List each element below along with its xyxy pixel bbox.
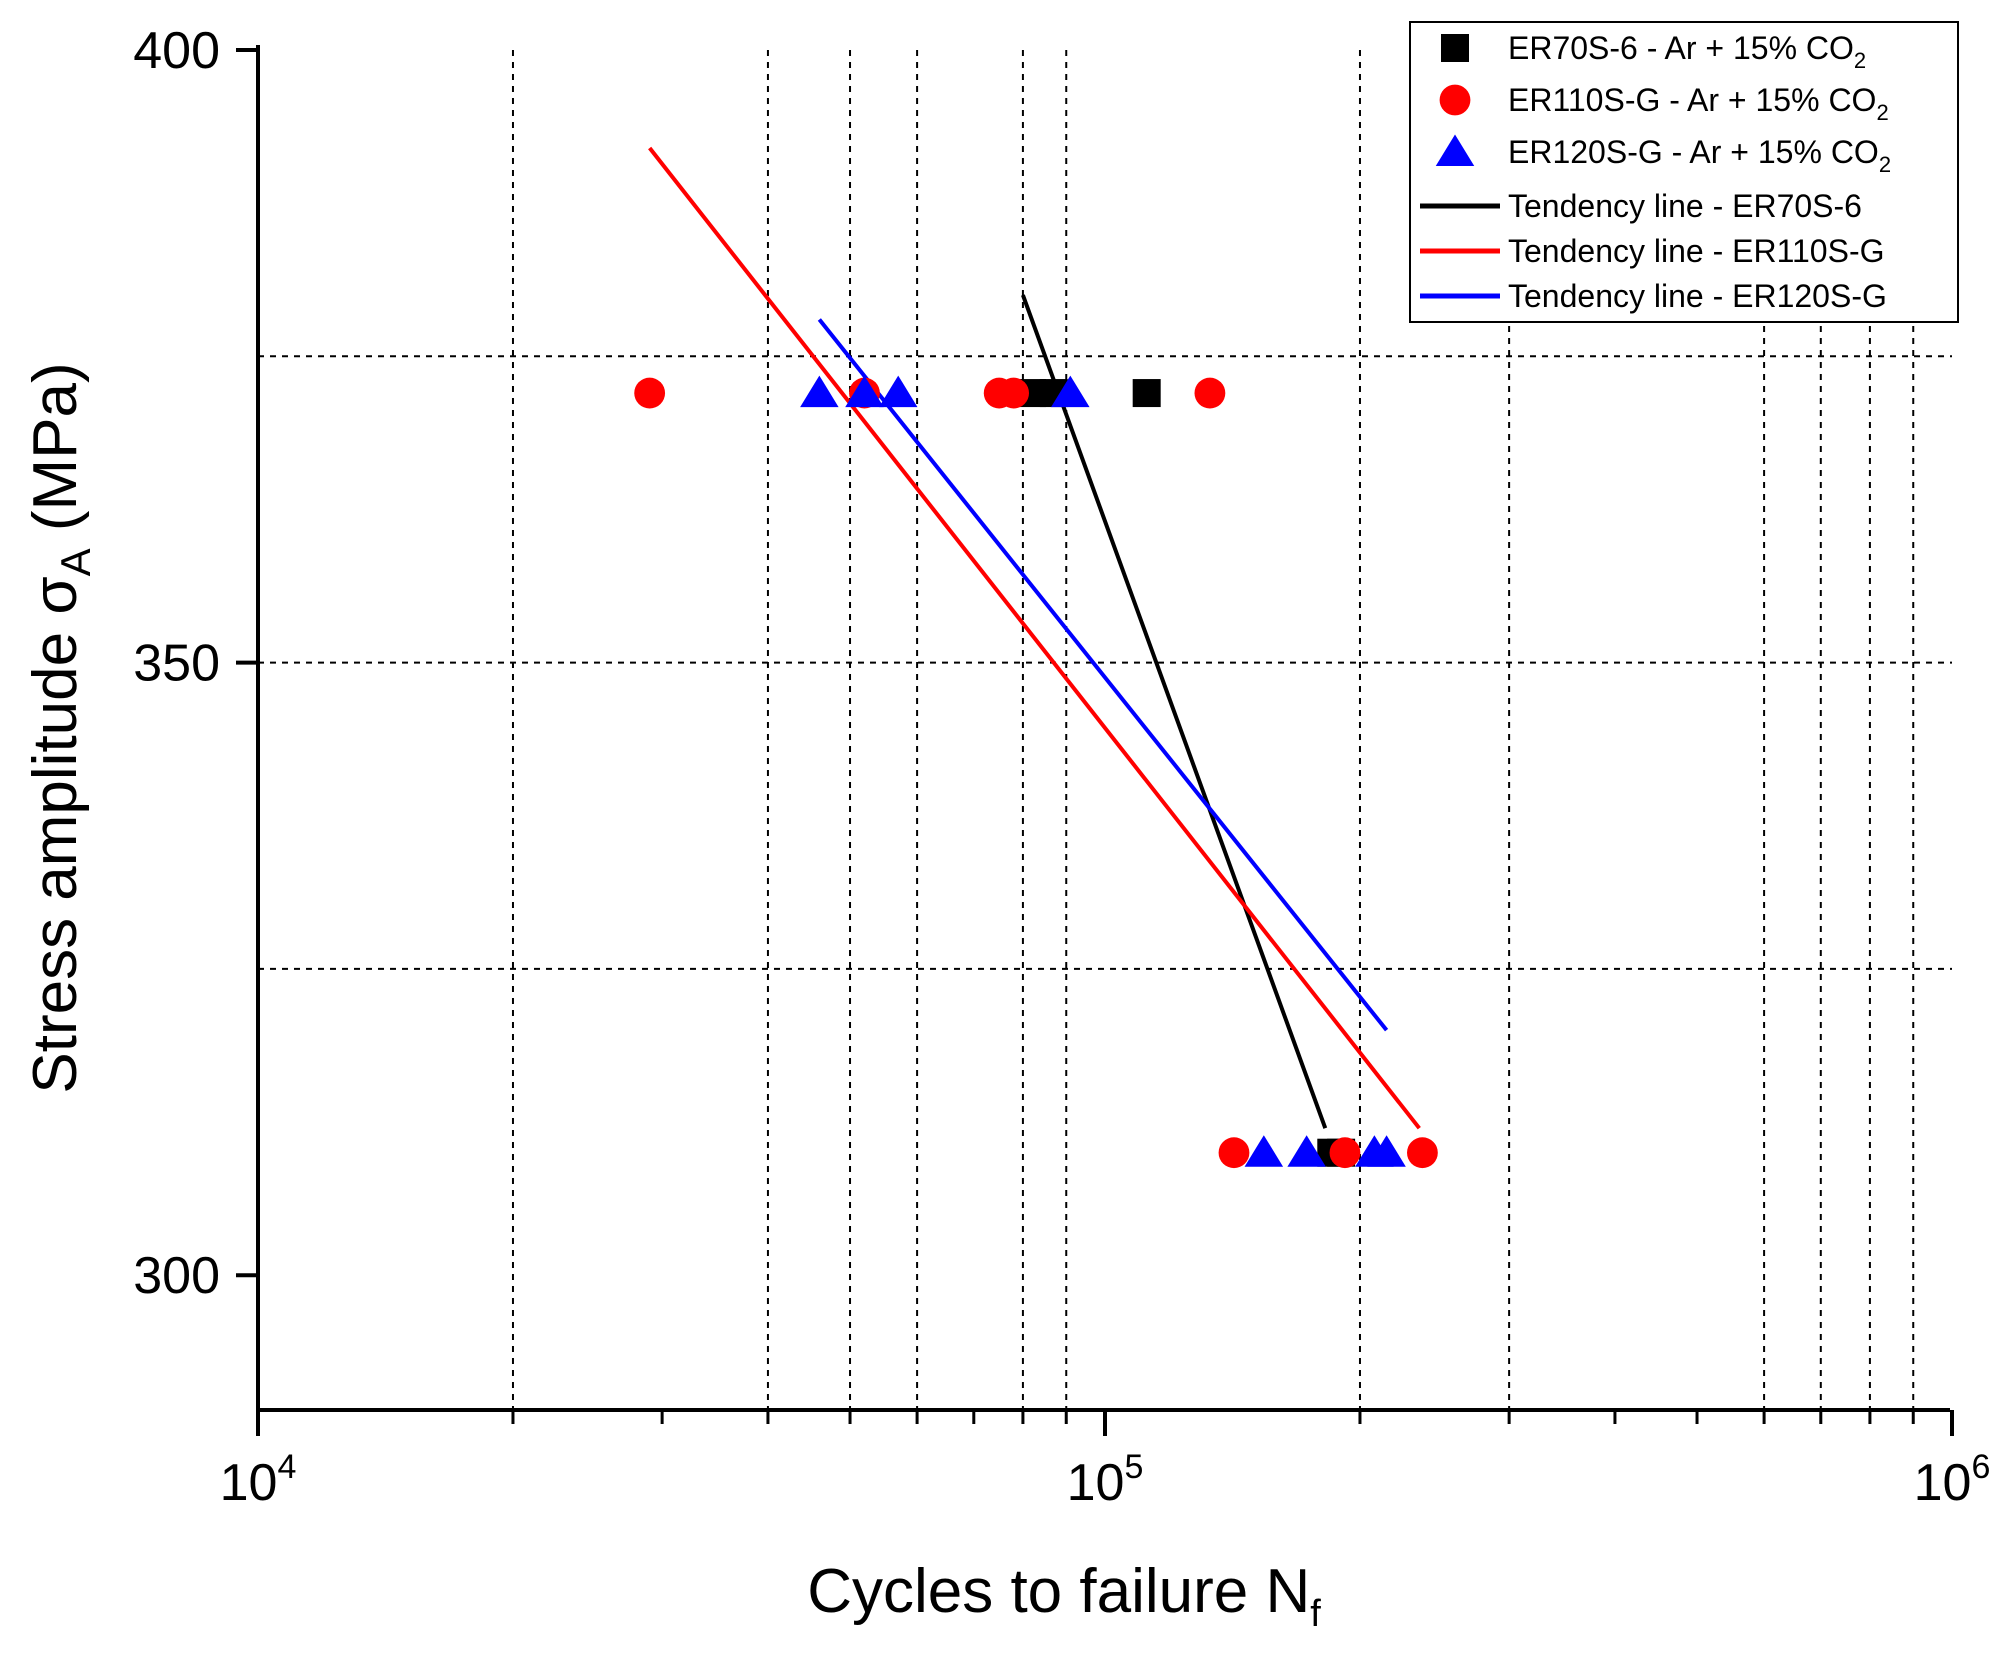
x-tick-label: 104 <box>220 1448 297 1512</box>
legend-label: Tendency line - ER70S-6 <box>1508 188 1862 224</box>
data-point <box>1407 1137 1438 1169</box>
data-point <box>1287 1135 1326 1167</box>
data-point <box>800 375 839 408</box>
trend-line <box>648 146 1421 1130</box>
legend: ER70S-6 - Ar + 15% CO2 ER110S-G - Ar + 15… <box>1409 21 1959 323</box>
legend-label: Tendency line - ER120S-G <box>1508 278 1887 314</box>
legend-label: ER70S-6 - Ar + 15% CO2 <box>1508 30 1866 73</box>
data-point <box>998 377 1030 409</box>
data-point <box>1132 379 1161 408</box>
data-point <box>1244 1135 1284 1167</box>
data-point <box>634 377 666 409</box>
legend-box <box>1409 21 1959 323</box>
legend-marker <box>1441 34 1469 62</box>
legend-label: Tendency line - ER110S-G <box>1508 233 1884 269</box>
trend-lines <box>648 146 1421 1130</box>
trend-line <box>1021 294 1328 1129</box>
x-tick-label: 106 <box>1914 1448 1991 1512</box>
trend-line <box>817 318 1389 1032</box>
y-tick-label: 400 <box>133 22 220 80</box>
data-point <box>1218 1137 1250 1169</box>
data-points <box>634 375 1438 1169</box>
data-point <box>1329 1137 1361 1169</box>
x-tick-label: 105 <box>1067 1448 1144 1512</box>
data-point <box>1367 1135 1406 1167</box>
data-point <box>1194 377 1226 409</box>
y-axis-title: Stress amplitude σA (MPa) <box>21 362 99 1093</box>
y-tick-label: 350 <box>133 635 220 693</box>
data-point <box>878 375 918 408</box>
data-point <box>845 375 884 408</box>
data-point <box>1051 375 1090 408</box>
grid-lines <box>258 50 1952 1410</box>
y-tick-label: 300 <box>133 1247 220 1305</box>
axis-ticks: 400 350 300 104 105 106 <box>133 22 1990 1512</box>
legend-label: ER120S-G - Ar + 15% CO2 <box>1508 134 1891 177</box>
x-axis-title: Cycles to failure Nf <box>807 1557 1321 1635</box>
legend-label: ER110S-G - Ar + 15% CO2 <box>1508 82 1889 125</box>
legend-marker <box>1439 84 1471 116</box>
legend-marker <box>1435 134 1475 166</box>
